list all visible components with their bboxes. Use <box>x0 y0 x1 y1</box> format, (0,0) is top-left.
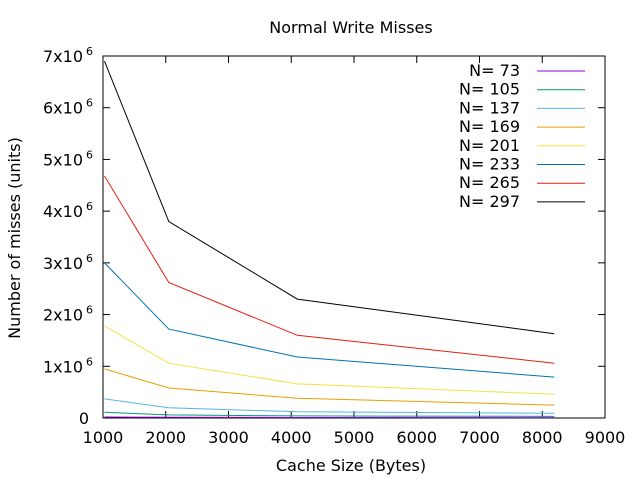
x-axis-label: Cache Size (Bytes) <box>276 456 426 475</box>
y-tick-mantissa: 3x10 <box>43 254 83 273</box>
legend-label: N= 73 <box>469 61 520 80</box>
series-line-4 <box>104 325 555 395</box>
legend-label: N= 105 <box>459 80 520 99</box>
x-tick-label: 5000 <box>334 428 375 447</box>
y-tick-mantissa: 6x10 <box>43 99 83 118</box>
y-tick-mantissa: 1x10 <box>43 357 83 376</box>
y-tick-label: 2x10 6 <box>43 304 93 325</box>
y-tick-label: 7x10 6 <box>43 45 93 66</box>
legend-label: N= 137 <box>459 98 520 117</box>
series-line-6 <box>104 175 555 364</box>
legend-label: N= 233 <box>459 155 520 174</box>
y-tick-exponent: 6 <box>86 97 93 110</box>
y-tick-label: 0 <box>79 409 89 428</box>
y-tick-exponent: 6 <box>86 148 93 161</box>
x-tick-label: 3000 <box>208 428 249 447</box>
series-line-7 <box>104 61 555 335</box>
y-tick-exponent: 6 <box>86 355 93 368</box>
x-tick-label: 9000 <box>585 428 626 447</box>
plot-frame <box>102 55 606 419</box>
x-tick-label: 7000 <box>459 428 500 447</box>
y-tick-exponent: 6 <box>86 304 93 317</box>
series-line-2 <box>104 398 555 414</box>
y-tick-label: 6x10 6 <box>43 97 93 118</box>
y-tick-label: 3x10 6 <box>43 252 93 273</box>
plot-area: 1000 2000 3000 4000 5000 6000 7000 8000 9000 0 1x1… <box>43 45 625 447</box>
x-tick-label: 1000 <box>83 428 124 447</box>
legend-label: N= 265 <box>459 173 520 192</box>
y-tick-label: 1x10 6 <box>43 355 93 376</box>
y-tick-mantissa: 5x10 <box>43 150 83 169</box>
series-line-1 <box>104 411 555 417</box>
legend-label: N= 297 <box>459 192 520 211</box>
y-tick-mantissa: 0 <box>79 409 89 428</box>
y-tick-label: 4x10 6 <box>43 200 93 221</box>
x-tick-label: 2000 <box>145 428 186 447</box>
x-tick-label: 4000 <box>271 428 312 447</box>
y-tick-exponent: 6 <box>86 252 93 265</box>
x-tick-label: 6000 <box>396 428 437 447</box>
series-line-5 <box>104 262 555 378</box>
chart-title: Normal Write Misses <box>269 18 432 37</box>
y-tick-mantissa: 4x10 <box>43 202 83 221</box>
y-tick-exponent: 6 <box>86 200 93 213</box>
x-tick-label: 8000 <box>522 428 563 447</box>
legend-label: N= 201 <box>459 136 520 155</box>
series-line-3 <box>104 368 555 406</box>
y-axis-label: Number of misses (units) <box>5 137 24 339</box>
y-tick-mantissa: 2x10 <box>43 306 83 325</box>
series-line-0 <box>104 416 555 419</box>
y-tick-exponent: 6 <box>86 45 93 58</box>
y-tick-mantissa: 7x10 <box>43 47 83 66</box>
legend-label: N= 169 <box>459 117 520 136</box>
y-tick-label: 5x10 6 <box>43 148 93 169</box>
